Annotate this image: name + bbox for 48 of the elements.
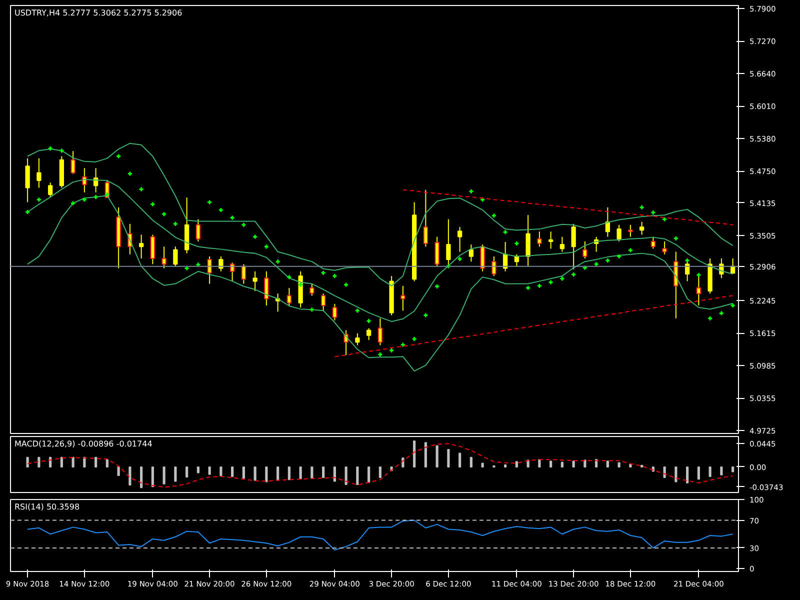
- candlestick: [355, 332, 360, 346]
- candlestick: [650, 236, 656, 250]
- candlestick: [173, 246, 178, 267]
- candlestick: [162, 246, 166, 269]
- candlestick: [264, 270, 269, 306]
- candlestick: [138, 234, 144, 259]
- candlestick: [310, 283, 314, 296]
- candlestick: [628, 224, 633, 238]
- line-series: [334, 295, 734, 358]
- candlestick: [639, 221, 644, 236]
- line-series: [27, 520, 734, 551]
- candlestick: [537, 231, 542, 248]
- candlestick: [320, 293, 326, 312]
- line-series: [27, 142, 734, 286]
- candlestick: [252, 270, 258, 292]
- candlestick: [571, 223, 576, 270]
- candlestick: [286, 287, 292, 306]
- candlestick: [560, 236, 565, 252]
- candlestick: [423, 189, 428, 248]
- candlestick: [82, 168, 87, 193]
- chart-title: USDTRY,H4 5.2777 5.3062 5.2775 5.2906: [14, 8, 182, 18]
- candlestick: [332, 303, 338, 321]
- chart-title: RSI(14) 50.3598: [14, 502, 80, 512]
- candlestick: [36, 158, 42, 188]
- candlestick: [207, 256, 212, 284]
- candlestick: [548, 231, 554, 250]
- candlestick: [400, 285, 406, 312]
- candlestick: [457, 226, 462, 252]
- candlestick: [468, 244, 474, 262]
- chart-title: MACD(12,26,9) -0.00896 -0.01744: [14, 440, 152, 448]
- line-series: [402, 189, 734, 226]
- candlestick: [70, 150, 76, 174]
- candlestick: [218, 256, 224, 272]
- candlestick: [366, 328, 372, 341]
- candlestick: [616, 224, 622, 242]
- candlestick: [25, 158, 30, 203]
- candlestick: [582, 240, 588, 259]
- candlestick: [150, 234, 156, 265]
- candlestick: [196, 218, 201, 242]
- candlestick: [48, 182, 53, 198]
- candlestick: [492, 256, 496, 277]
- candlestick: [526, 214, 530, 267]
- candlestick: [241, 264, 246, 284]
- candlestick: [480, 244, 485, 272]
- candlestick: [662, 240, 667, 255]
- candlestick: [378, 318, 383, 346]
- candlestick: [446, 218, 451, 267]
- candlestick: [434, 236, 440, 267]
